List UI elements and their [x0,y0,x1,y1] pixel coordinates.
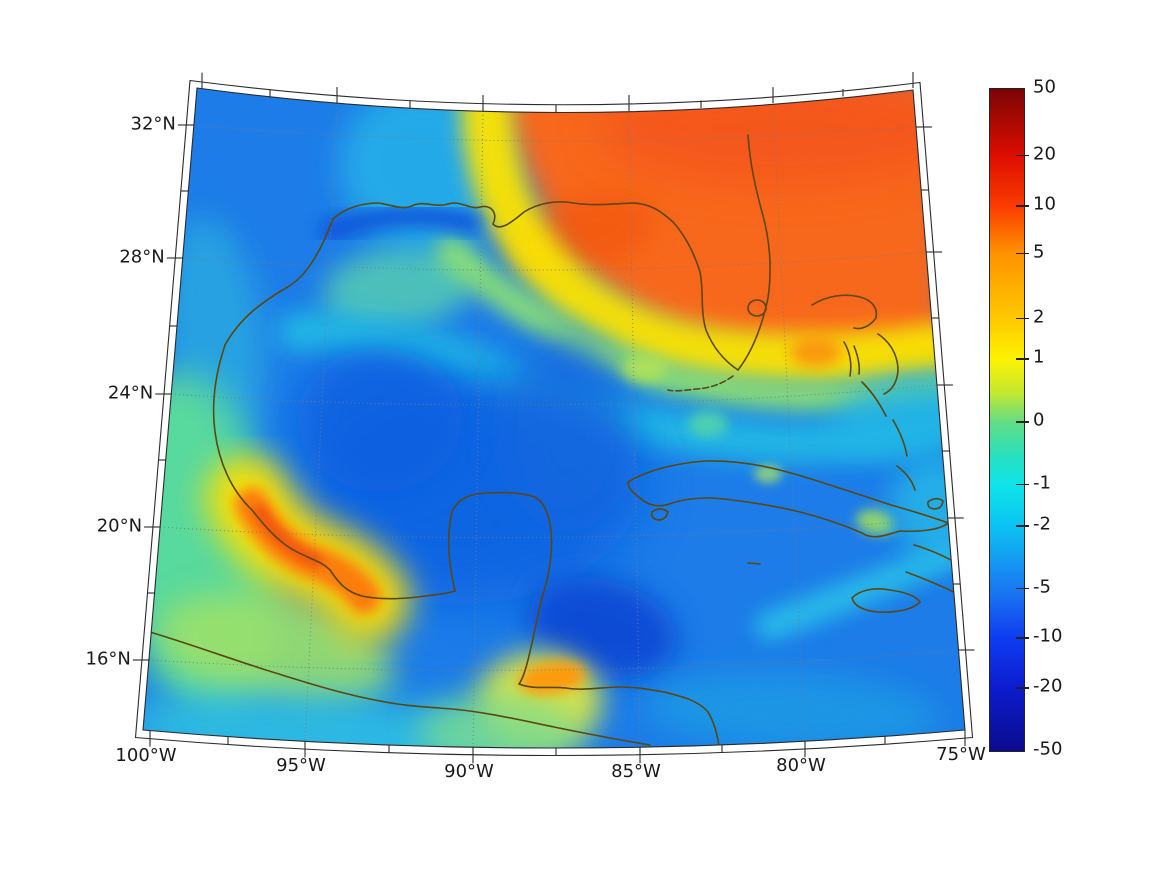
coastline-florida-keys [667,375,734,392]
bahamas-eleuthera [877,333,899,395]
coastline-florida-east [737,134,771,371]
colorbar-tick-label: -50 [1033,738,1063,760]
x-tick-label: 90°W [444,761,494,783]
colorbar-tick [1016,420,1029,423]
field-straits-green-spot [623,354,667,382]
field-bahamas-orange-spot [790,337,842,367]
map-frame-inner [142,87,966,749]
lake-okeechobee [747,299,767,317]
map-frame-ticks [132,72,975,764]
graticule-layer [148,103,959,748]
field-ne-red-top [597,88,965,184]
x-tick-label: 75°W [936,744,986,765]
coastline-yucatan [447,491,553,685]
colorbar-tick [1016,252,1029,255]
colorbar-tick-label: 20 [1033,143,1056,165]
colorbar-tick-label: 50 [1033,76,1056,98]
colorbar-tick-label: 0 [1033,409,1045,431]
colorbar-tick-label: -20 [1033,675,1063,697]
colorbar-tick [1016,587,1029,590]
field-caribbean-cyan-band [755,537,965,641]
coastline-cuba [627,460,949,538]
x-tick-label: 95°W [276,755,326,777]
field-east-cuba-cyan [890,453,965,557]
map-frame [134,79,974,757]
map-frame-outer [134,79,974,757]
coastline-pacific-mexico [149,631,651,746]
y-tick-label: 24°N [107,382,154,404]
y-tick-label: 32°N [130,113,176,135]
gridline-24n [170,384,938,406]
isle-of-youth [650,508,669,521]
colorbar-tick-label: -5 [1033,576,1051,598]
bahamas-grand-abaco [811,294,878,330]
coastline-jamaica [851,588,921,613]
x-tick-label: 100°W [115,744,177,766]
field-straits-green-spot-2 [688,411,728,437]
colorbar-tick-label: 10 [1033,193,1056,215]
bahamas-andros [843,341,861,377]
field-cuba-green-spot [856,509,896,535]
field-yucatan-channel-blue [504,338,628,522]
colorbar-tick [1016,637,1029,640]
bahamas-inagua [927,497,944,510]
colorbar-tick-label: -1 [1033,472,1051,494]
colorbar-tick [1016,687,1029,689]
field-gulf-deep-blue-w [298,348,462,492]
colorbar-tick [1016,524,1029,527]
colorbar-tick-label: -2 [1033,513,1051,535]
colorbar [989,88,1025,752]
field-nw-coast-deep-blue [319,205,481,242]
coastline-layer [149,134,963,748]
field-guatemala-green-fade [418,692,582,748]
colorbar-tick [1016,317,1029,320]
field-layer [143,88,965,748]
field-honduras-deep-blue [527,577,677,679]
coastline-us-gulf [224,201,739,371]
field-texas-shelf-green [322,243,478,331]
gridline-28n [182,251,927,271]
bahamas-crooked [896,465,916,491]
y-tick-label: 28°N [119,246,165,268]
colorbar-tick [1016,483,1029,486]
y-tick-label: 20°N [96,515,143,537]
x-tick-label: 85°W [611,761,661,783]
colorbar-tick-label: 1 [1033,346,1045,368]
cayman-island [747,562,761,565]
x-tick-label: 80°W [776,755,826,777]
gridline-16n [148,649,959,671]
colorbar-tick-label: 2 [1033,306,1045,328]
gridline-32n [193,124,917,142]
coastline-honduras [518,683,720,748]
colorbar-tick [1016,358,1029,360]
colorbar-tick-label: -10 [1033,625,1063,647]
coastline-mexico-east [212,344,456,600]
colorbar-tick-label: 5 [1033,241,1045,263]
y-tick-label: 16°N [85,648,131,670]
colorbar-tick [1016,205,1029,207]
bahamas-long-island [892,419,908,457]
colorbar-tick [1016,154,1029,157]
bahamas-exuma [861,381,887,417]
